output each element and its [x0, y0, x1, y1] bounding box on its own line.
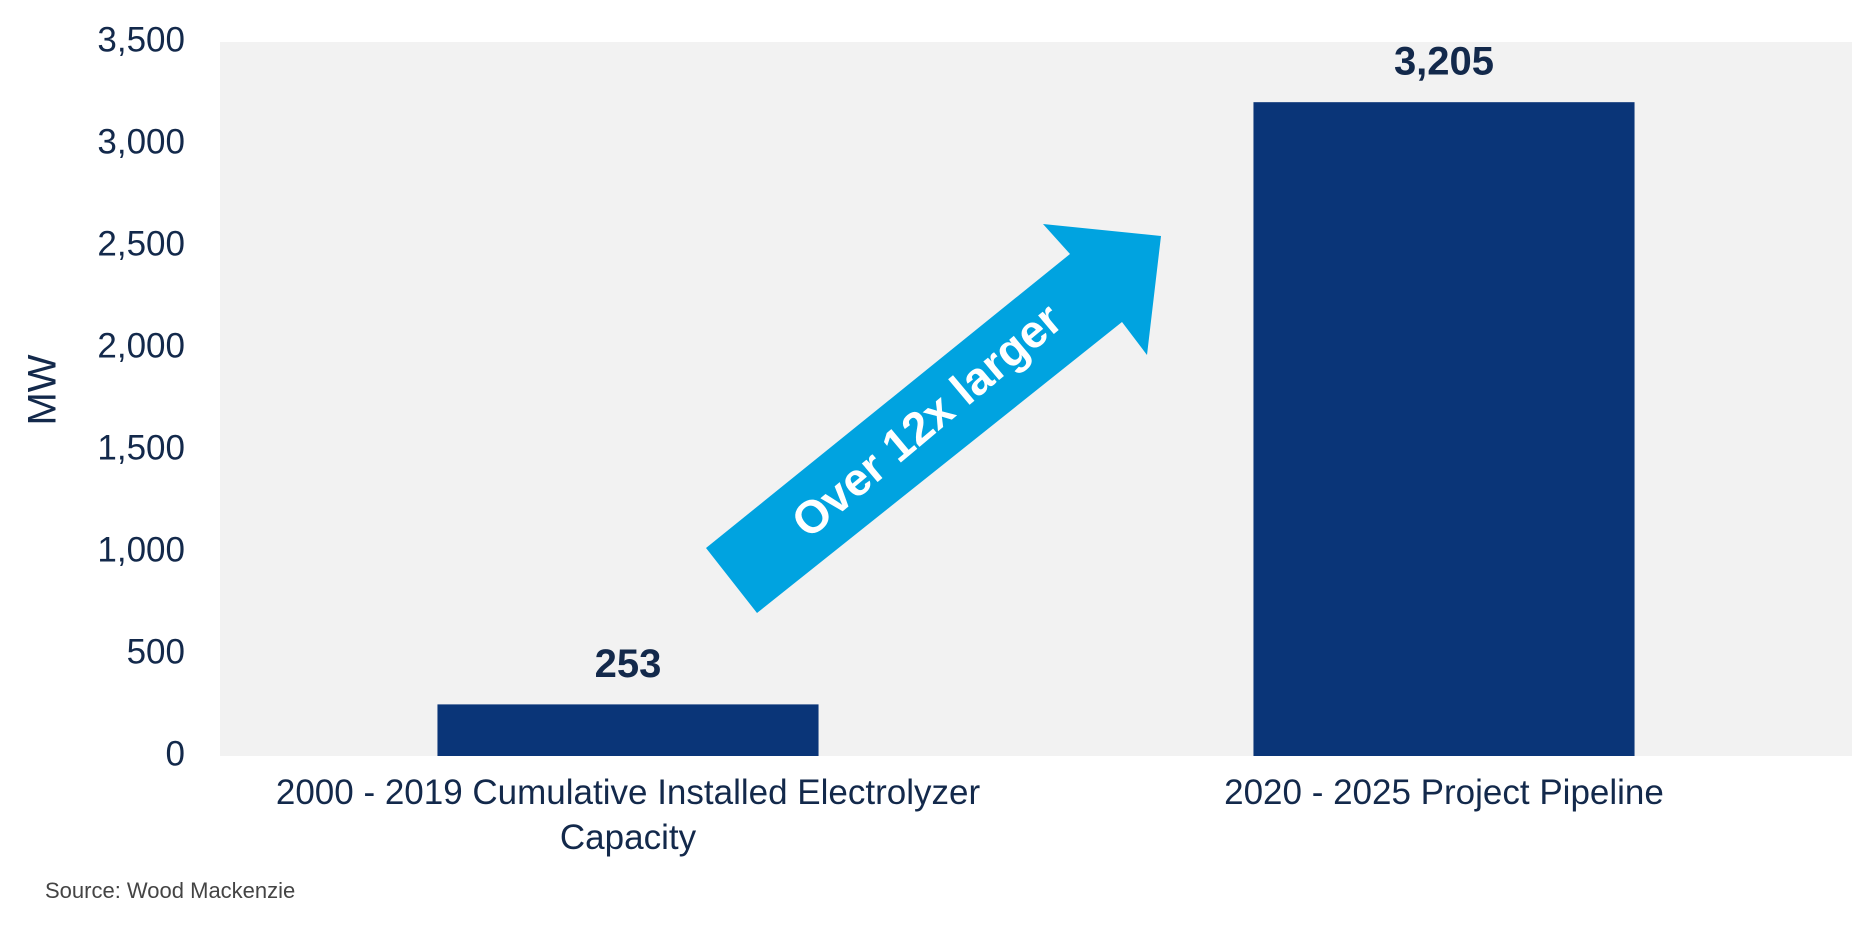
source-note: Source: Wood Mackenzie — [45, 878, 295, 903]
y-tick-label: 2,000 — [97, 326, 185, 365]
y-tick-label: 1,000 — [97, 530, 185, 569]
bar — [1253, 102, 1635, 757]
x-tick-label-box: 2000 - 2019 Cumulative Installed Electro… — [275, 773, 981, 857]
y-axis-label: MW — [21, 354, 65, 425]
y-tick-label: 2,500 — [97, 224, 185, 263]
x-tick-label-box: 2020 - 2025 Project Pipeline — [1224, 773, 1664, 812]
y-tick-label: 1,500 — [97, 428, 185, 467]
data-label: 3,205 — [1394, 40, 1494, 84]
x-tick-label: 2020 - 2025 Project Pipeline — [1224, 773, 1664, 812]
y-tick-label: 500 — [127, 632, 185, 671]
x-tick-label: 2000 - 2019 Cumulative Installed Electro… — [275, 773, 981, 857]
y-tick-label: 0 — [166, 734, 185, 773]
bar — [437, 704, 819, 756]
y-tick-label: 3,000 — [97, 122, 185, 161]
y-tick-label: 3,500 — [97, 20, 185, 59]
growth-arrow — [706, 224, 1161, 613]
data-label: 253 — [595, 642, 662, 686]
